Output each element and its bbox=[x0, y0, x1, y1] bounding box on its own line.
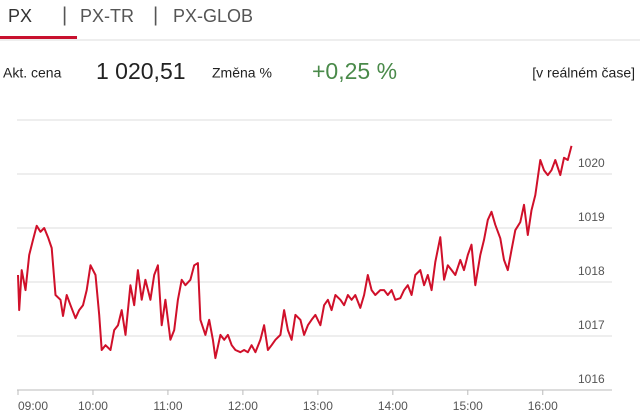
tab-separator: | bbox=[62, 4, 67, 26]
x-tick-label: 11:00 bbox=[153, 399, 182, 413]
change-label: Změna % bbox=[212, 65, 272, 81]
y-tick-label: 1016 bbox=[578, 372, 605, 386]
tab[interactable]: PX-TR bbox=[80, 6, 134, 26]
x-tick-label: 13:00 bbox=[303, 399, 333, 413]
tab-underline bbox=[0, 36, 78, 39]
y-tick-label: 1019 bbox=[578, 210, 605, 224]
price-label: Akt. cena bbox=[3, 65, 62, 81]
tab[interactable]: PX-GLOB bbox=[173, 6, 253, 26]
y-tick-label: 1018 bbox=[578, 264, 605, 278]
status: [v reálném čase] bbox=[532, 65, 635, 81]
y-tick-label: 1017 bbox=[578, 318, 605, 332]
tab[interactable]: PX bbox=[8, 6, 32, 26]
y-tick-label: 1020 bbox=[578, 156, 605, 170]
tab-separator: | bbox=[153, 4, 158, 26]
x-tick-label: 15:00 bbox=[453, 399, 483, 413]
x-tick-label: 14:00 bbox=[378, 399, 408, 413]
x-tick-label: 12:00 bbox=[228, 399, 258, 413]
x-tick-label: 10:00 bbox=[78, 399, 108, 413]
price: 1 020,51 bbox=[96, 58, 186, 84]
x-tick-label: 09:00 bbox=[18, 399, 48, 413]
price-line bbox=[17, 145, 573, 360]
change: +0,25 % bbox=[312, 58, 397, 84]
x-tick-label: 16:00 bbox=[528, 399, 558, 413]
